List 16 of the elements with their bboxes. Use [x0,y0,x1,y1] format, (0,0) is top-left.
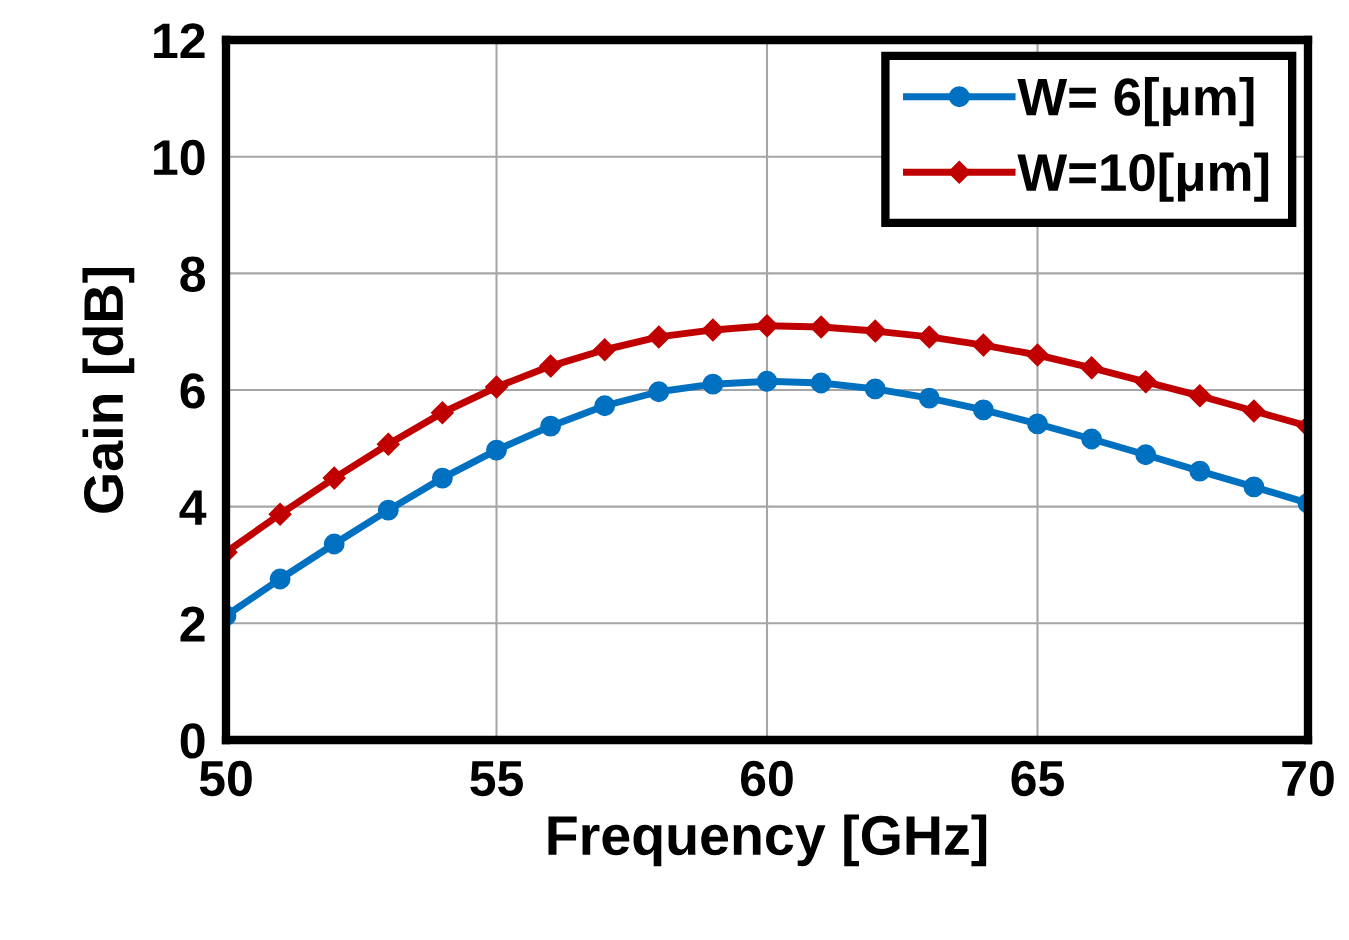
x-tick-label: 70 [1282,760,1334,797]
x-axis-title: Frequency [GHz] [548,814,987,867]
x-tick-label: 50 [199,760,252,797]
x-tick-label: 65 [1011,760,1064,797]
legend-label: W= 6[μm] [1017,76,1254,127]
x-tick-label: 60 [741,760,793,797]
y-tick-label: 2 [180,606,205,642]
y-tick-label: 4 [179,490,207,525]
legend-label: W=10[μm] [1017,152,1269,202]
y-tick-label: 8 [180,256,206,292]
y-tick-label: 12 [154,23,205,59]
y-tick-label: 10 [154,139,205,176]
y-axis-title: Gain [dB] [82,268,135,513]
y-tick-label: 6 [180,373,205,409]
x-tick-label: 55 [470,761,523,797]
y-tick-label: 0 [180,723,205,759]
